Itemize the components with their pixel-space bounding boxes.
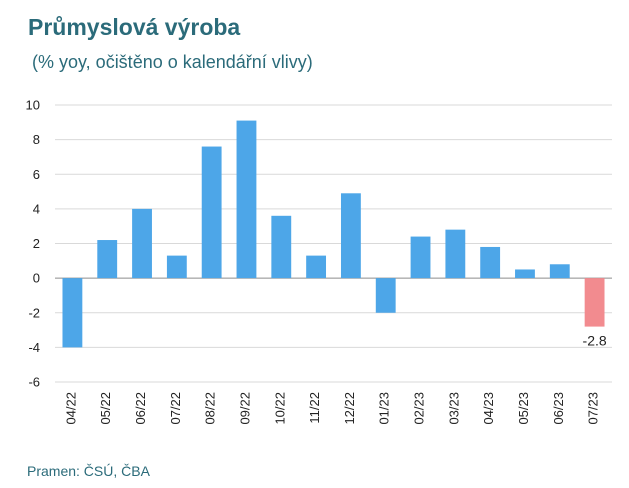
chart-title: Průmyslová výroba: [28, 14, 241, 40]
x-tick-label: 04/23: [481, 392, 496, 425]
x-tick-label: 04/22: [63, 392, 78, 425]
x-tick-label: 01/23: [377, 392, 392, 425]
bar-02-23: [410, 236, 431, 279]
bar-11-22: [306, 255, 327, 279]
bar-01-23: [375, 278, 396, 313]
y-tick-label: -6: [28, 375, 40, 390]
x-tick-label: 12/22: [342, 392, 357, 425]
y-tick-label: 8: [33, 132, 40, 147]
x-tick-label: 06/23: [551, 392, 566, 425]
x-tick-label: 09/22: [237, 392, 252, 425]
x-tick-label: 05/23: [516, 392, 531, 425]
bar-03-23: [445, 229, 466, 279]
bars: [62, 120, 605, 348]
bar-10-22: [271, 215, 292, 279]
y-tick-label: 2: [33, 236, 40, 251]
bar-05-22: [97, 240, 118, 279]
x-tick-label: 07/22: [168, 392, 183, 425]
x-tick-label: 11/22: [307, 392, 322, 424]
bar-04-23: [480, 246, 501, 279]
data-label: -2.8: [583, 333, 607, 349]
x-tick-label: 08/22: [203, 392, 218, 425]
source-note: Pramen: ČSÚ, ČBA: [27, 463, 150, 479]
y-axis-ticks: -6 -4 -2 0 2 4 6 8 10: [26, 98, 40, 390]
x-axis-ticks: 04/22 05/22 06/22 07/22 08/22 09/22 10/22 11/22…: [63, 392, 600, 425]
chart-subtitle: (% yoy, očištěno o kalendářní vlivy): [32, 52, 313, 72]
y-tick-label: -4: [28, 340, 40, 355]
bar-07-23: [584, 278, 605, 327]
y-tick-label: 6: [33, 167, 40, 182]
x-tick-label: 10/22: [272, 392, 287, 425]
bar-12-22: [340, 193, 361, 279]
bar-05-23: [515, 269, 535, 279]
x-tick-label: 05/22: [98, 392, 113, 425]
data-labels: -2.8: [583, 333, 607, 349]
bar-07-22: [166, 255, 187, 279]
x-tick-label: 03/23: [446, 392, 461, 425]
bar-09-22: [236, 120, 257, 279]
bar-04-22: [62, 278, 83, 348]
bar-08-22: [201, 146, 222, 279]
y-tick-label: 0: [33, 271, 40, 286]
x-tick-label: 07/23: [586, 392, 601, 425]
y-tick-label: -2: [28, 305, 40, 320]
y-tick-label: 10: [26, 98, 40, 113]
x-tick-label: 02/23: [412, 392, 427, 425]
bar-06-22: [132, 208, 152, 279]
x-tick-label: 06/22: [133, 392, 148, 425]
y-tick-label: 4: [33, 201, 40, 216]
bar-06-23: [549, 264, 570, 279]
